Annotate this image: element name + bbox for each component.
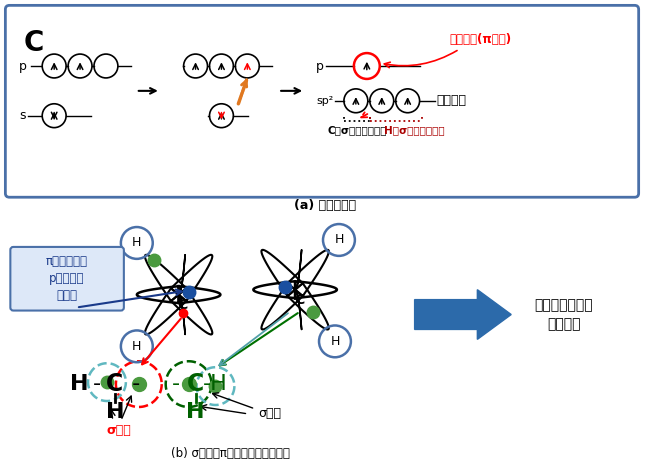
- Polygon shape: [137, 286, 179, 303]
- Polygon shape: [415, 290, 511, 339]
- Text: π結合をする
p軌道の不
対電子: π結合をする p軌道の不 対電子: [46, 255, 88, 302]
- Polygon shape: [145, 288, 187, 335]
- Polygon shape: [179, 286, 220, 303]
- Text: p: p: [20, 60, 27, 72]
- Text: 混成軌道: 混成軌道: [437, 94, 467, 107]
- Text: C: C: [23, 29, 44, 57]
- Polygon shape: [179, 255, 185, 295]
- Polygon shape: [145, 255, 187, 301]
- Text: H: H: [334, 234, 344, 246]
- Text: (b) σ結合、π結合する電子の状態: (b) σ結合、π結合する電子の状態: [171, 447, 290, 460]
- Text: H: H: [132, 236, 142, 250]
- Polygon shape: [254, 281, 295, 298]
- Text: -: -: [93, 374, 101, 394]
- Text: -H: -H: [203, 374, 228, 394]
- Text: H: H: [187, 402, 205, 422]
- Text: p: p: [316, 60, 324, 72]
- Polygon shape: [261, 250, 303, 296]
- Text: -: -: [125, 374, 140, 394]
- Polygon shape: [295, 281, 337, 298]
- Polygon shape: [295, 250, 302, 290]
- Polygon shape: [179, 295, 185, 334]
- Text: sp²: sp²: [316, 96, 333, 106]
- Text: -: -: [172, 374, 179, 394]
- Polygon shape: [295, 290, 302, 329]
- Polygon shape: [171, 288, 213, 335]
- Polygon shape: [171, 255, 213, 301]
- Text: C: C: [177, 298, 188, 312]
- Text: σ結合: σ結合: [259, 407, 281, 421]
- Polygon shape: [287, 283, 329, 329]
- Text: 次のスライドで
分子形成: 次のスライドで 分子形成: [535, 298, 593, 331]
- Text: C: C: [107, 372, 124, 396]
- Text: s: s: [20, 109, 26, 122]
- Text: Cとσ結合する電子: Cとσ結合する電子: [327, 125, 387, 136]
- Text: H: H: [106, 402, 124, 422]
- Polygon shape: [287, 250, 329, 296]
- Text: (a) 電子の動き: (a) 電子の動き: [294, 199, 356, 212]
- Polygon shape: [261, 283, 303, 329]
- Text: H: H: [70, 374, 88, 394]
- Text: C: C: [294, 293, 304, 306]
- Text: C: C: [187, 372, 204, 396]
- FancyBboxPatch shape: [5, 5, 639, 197]
- Text: H: H: [132, 340, 142, 353]
- Text: H: H: [330, 335, 340, 348]
- Text: σ結合: σ結合: [107, 424, 131, 438]
- Text: 不対電子(π結合): 不対電子(π結合): [449, 33, 512, 46]
- Text: Hとσ結合する電子: Hとσ結合する電子: [384, 125, 445, 136]
- FancyBboxPatch shape: [10, 247, 124, 311]
